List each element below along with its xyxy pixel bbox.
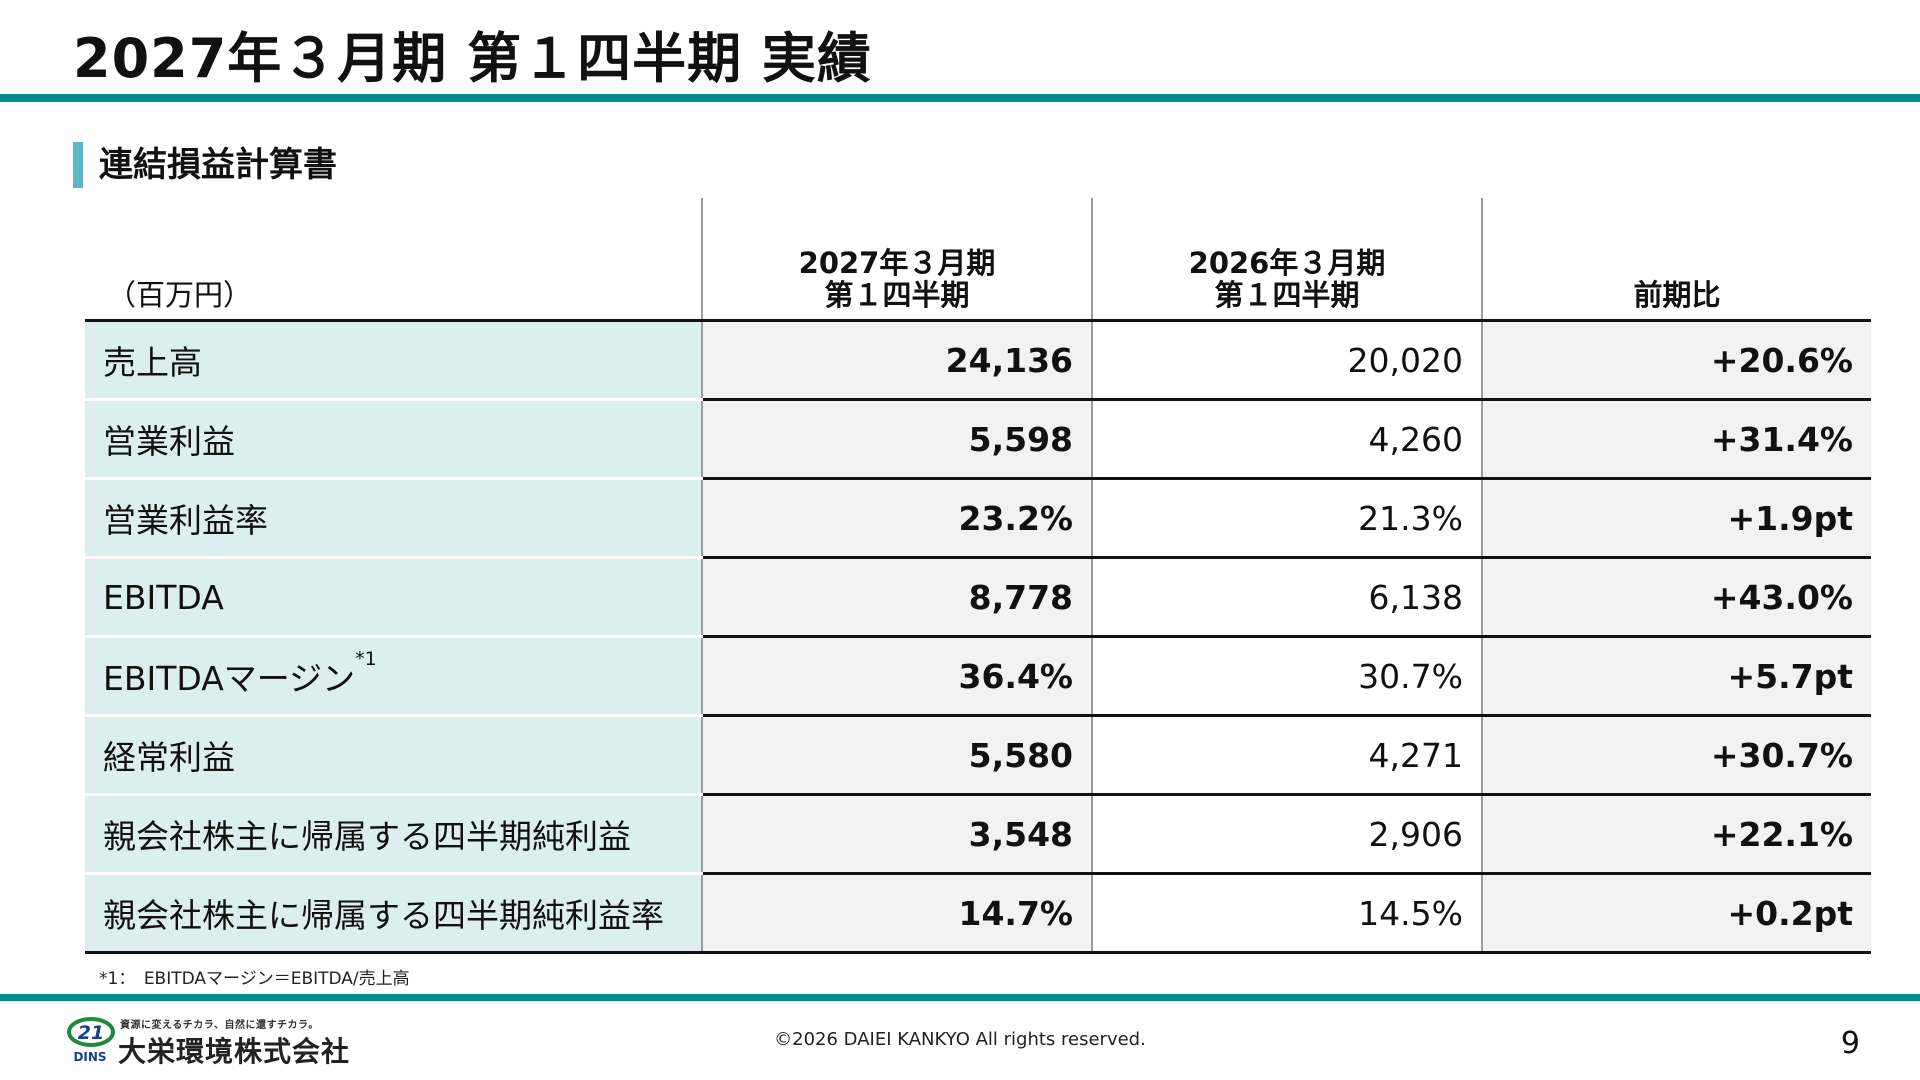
svg-text:DINS: DINS <box>73 1050 106 1064</box>
unit-label: （百万円） <box>85 198 702 322</box>
table-row: 売上高 24,136 20,020 +20.6% <box>85 320 1871 401</box>
table-row: EBITDA 8,778 6,138 +43.0% <box>85 557 1871 638</box>
company-logo: 21 DINS 資源に変えるチカラ、自然に還すチカラ。 大栄環境株式会社 <box>66 1012 366 1068</box>
header-current-line1: 2027年３月期 <box>798 246 996 280</box>
row-change-value: +5.7pt <box>1481 636 1871 717</box>
row-label: 親会社株主に帰属する四半期純利益 <box>85 794 702 875</box>
row-current-value: 23.2% <box>701 478 1092 559</box>
row-current-value: 8,778 <box>701 557 1092 638</box>
table-row: EBITDAマージン*1 36.4% 30.7% +5.7pt <box>85 636 1871 717</box>
row-label: 営業利益率 <box>85 478 702 559</box>
row-current-value: 5,598 <box>701 399 1092 480</box>
page-title: 2027年３月期 第１四半期 実績 <box>73 27 872 90</box>
table-row: 営業利益率 23.2% 21.3% +1.9pt <box>85 478 1871 559</box>
row-current-value: 14.7% <box>701 873 1092 954</box>
title-underline <box>0 94 1920 102</box>
section-title: 連結損益計算書 <box>99 145 337 185</box>
row-label: EBITDAマージン*1 <box>85 636 702 717</box>
header-previous-line1: 2026年３月期 <box>1188 246 1386 280</box>
svg-text:21: 21 <box>78 1022 104 1044</box>
table-header-row: （百万円） 2027年３月期 第１四半期 2026年３月期 第１四半期 前期比 <box>85 198 1871 322</box>
company-name: 大栄環境株式会社 <box>118 1035 351 1068</box>
row-current-value: 36.4% <box>701 636 1092 717</box>
row-label: 親会社株主に帰属する四半期純利益率 <box>85 873 702 954</box>
footnote-marker: *1 <box>355 648 377 670</box>
row-current-value: 3,548 <box>701 794 1092 875</box>
row-previous-value: 4,260 <box>1091 399 1482 480</box>
row-label: 売上高 <box>85 320 702 401</box>
row-previous-value: 6,138 <box>1091 557 1482 638</box>
header-current-period: 2027年３月期 第１四半期 <box>701 198 1092 322</box>
header-previous-line2: 第１四半期 <box>1214 278 1360 312</box>
row-label: 経常利益 <box>85 715 702 796</box>
table-row: 営業利益 5,598 4,260 +31.4% <box>85 399 1871 480</box>
row-change-value: +1.9pt <box>1481 478 1871 559</box>
copyright: ©2026 DAIEI KANKYO All rights reserved. <box>774 1029 1146 1050</box>
header-previous-period: 2026年３月期 第１四半期 <box>1091 198 1482 322</box>
section-marker <box>73 142 83 188</box>
row-label: EBITDA <box>85 557 702 638</box>
row-previous-value: 20,020 <box>1091 320 1482 401</box>
row-previous-value: 30.7% <box>1091 636 1482 717</box>
row-previous-value: 14.5% <box>1091 873 1482 954</box>
row-previous-value: 4,271 <box>1091 715 1482 796</box>
row-change-value: +22.1% <box>1481 794 1871 875</box>
table-row: 親会社株主に帰属する四半期純利益 3,548 2,906 +22.1% <box>85 794 1871 875</box>
footnote: *1： EBITDAマージン＝EBITDA/売上高 <box>99 969 410 989</box>
row-change-value: +0.2pt <box>1481 873 1871 954</box>
header-change-label: 前期比 <box>1633 278 1721 312</box>
row-change-value: +31.4% <box>1481 399 1871 480</box>
row-current-value: 24,136 <box>701 320 1092 401</box>
row-change-value: +43.0% <box>1481 557 1871 638</box>
footer-rule <box>0 994 1920 1001</box>
table-row: 経常利益 5,580 4,271 +30.7% <box>85 715 1871 796</box>
row-previous-value: 21.3% <box>1091 478 1482 559</box>
row-change-value: +20.6% <box>1481 320 1871 401</box>
row-label: 営業利益 <box>85 399 702 480</box>
income-statement-table: （百万円） 2027年３月期 第１四半期 2026年３月期 第１四半期 前期比 … <box>85 198 1871 954</box>
table-row: 親会社株主に帰属する四半期純利益率 14.7% 14.5% +0.2pt <box>85 873 1871 954</box>
header-change: 前期比 <box>1481 198 1871 322</box>
row-previous-value: 2,906 <box>1091 794 1482 875</box>
company-tagline: 資源に変えるチカラ、自然に還すチカラ。 <box>120 1020 319 1031</box>
row-change-value: +30.7% <box>1481 715 1871 796</box>
page-number: 9 <box>1840 1026 1860 1061</box>
logo-mark-icon: 21 DINS <box>67 1017 115 1064</box>
row-current-value: 5,580 <box>701 715 1092 796</box>
header-current-line2: 第１四半期 <box>824 278 970 312</box>
